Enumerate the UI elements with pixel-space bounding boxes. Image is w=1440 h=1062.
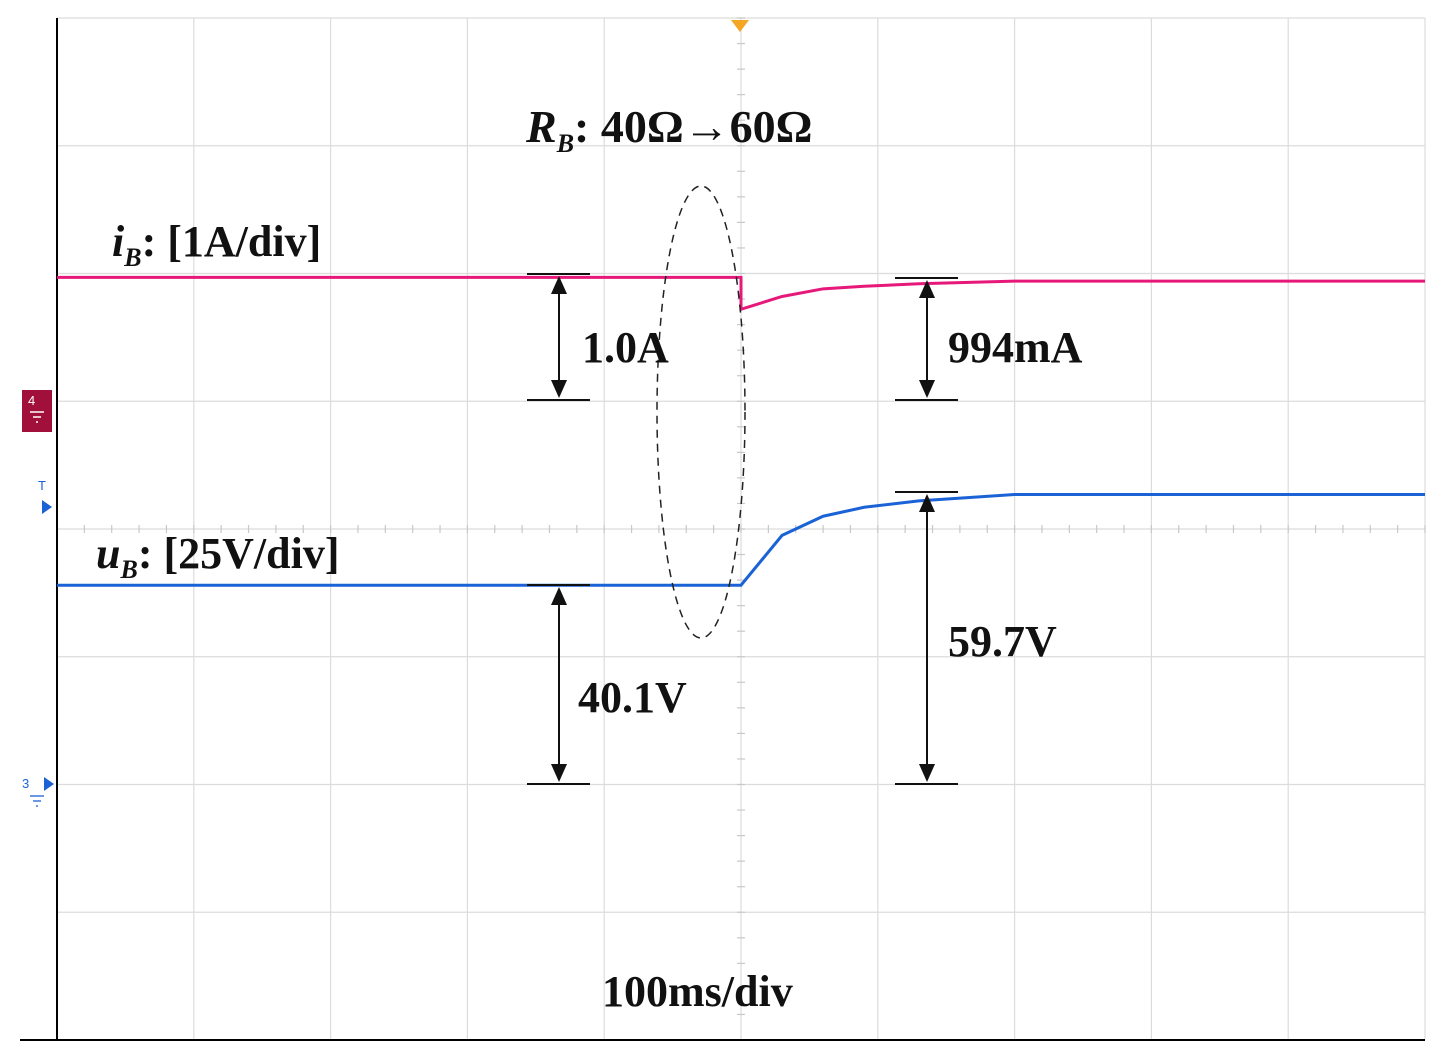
series-label-iB: iB: [1A/div] (112, 217, 321, 272)
measurement-arrows (527, 273, 958, 785)
time-scale-label: 100ms/div (602, 967, 793, 1016)
arrow-1-head-up (551, 276, 567, 294)
channel4-marker: 4 (22, 390, 52, 432)
graticule (56, 17, 1426, 1041)
current-before-value: 1.0A (582, 323, 669, 372)
channel3-marker: 3 (22, 776, 54, 807)
arrow-3-head-up (551, 587, 567, 605)
trigger-position-marker (731, 20, 749, 32)
channel3-marker-label: 3 (22, 776, 29, 791)
series-line-iB (57, 275, 1425, 312)
series-label-uB: uB: [25V/div] (96, 529, 339, 584)
arrow-3-head-down (551, 764, 567, 782)
voltage-before-value: 40.1V (578, 673, 687, 722)
arrow-1-head-down (551, 380, 567, 398)
transient-highlight-ellipse (656, 185, 746, 639)
arrow-4-head-down (919, 764, 935, 782)
arrow-2-head-down (919, 380, 935, 398)
channel4-marker-label: 4 (28, 393, 35, 408)
event-label: RB: 40Ω→60Ω (525, 101, 813, 158)
arrow-4-head-up (919, 494, 935, 512)
series-line-uB (57, 493, 1425, 587)
trigger-level-marker: T (38, 478, 52, 514)
voltage-after-value: 59.7V (948, 617, 1057, 666)
trigger-level-label: T (38, 478, 46, 493)
current-after-value: 994mA (948, 323, 1083, 372)
arrow-2-head-up (919, 280, 935, 298)
